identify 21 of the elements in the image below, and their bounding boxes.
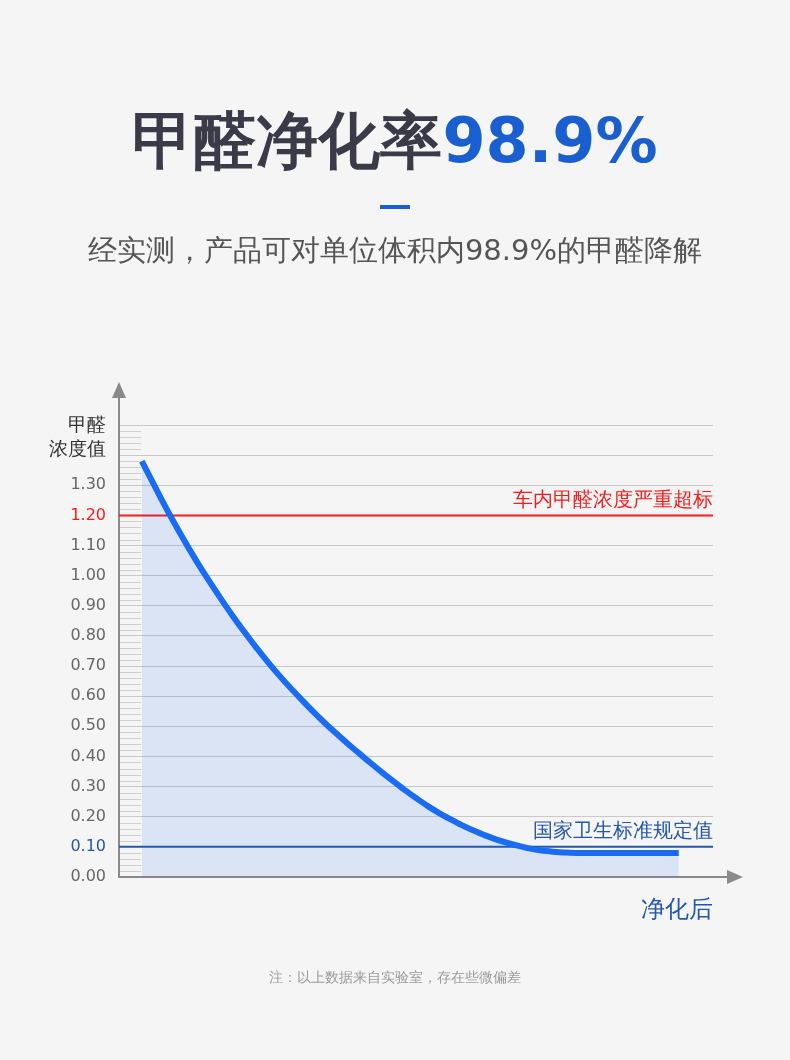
y-tick-label: 1.20: [70, 504, 106, 524]
y-tick-label: 0.20: [70, 805, 106, 825]
y-tick-label: 0.40: [70, 745, 106, 765]
y-tick-label: 1.00: [70, 564, 106, 584]
y-tick-label: 0.10: [70, 836, 106, 856]
y-tick-label: 0.00: [70, 866, 106, 886]
ref-line-label: 车内甲醛浓度严重超标: [513, 486, 713, 511]
y-tick-label: 0.80: [70, 625, 106, 645]
y-tick-label: 1.30: [70, 474, 106, 494]
x-axis-title: 净化后: [641, 895, 713, 923]
y-tick-label: 1.10: [70, 534, 106, 554]
y-tick-label: 0.30: [70, 775, 106, 795]
chart-subtitle: 经实测，产品可对单位体积内98.9%的甲醛降解: [86, 232, 704, 269]
y-tick-label: 0.60: [70, 685, 106, 705]
ref-line-label: 国家卫生标准规定值: [533, 818, 713, 843]
y-tick-label: 0.90: [70, 594, 106, 614]
chart-title: 甲醛净化率98.9%: [131, 103, 659, 179]
text: 注：以上数据来自实验室，存在些微偏差: [268, 968, 522, 986]
y-axis-title: 甲醛浓度值: [48, 412, 106, 460]
y-tick-label: 0.70: [70, 655, 106, 675]
y-tick-label: 0.50: [70, 715, 106, 735]
